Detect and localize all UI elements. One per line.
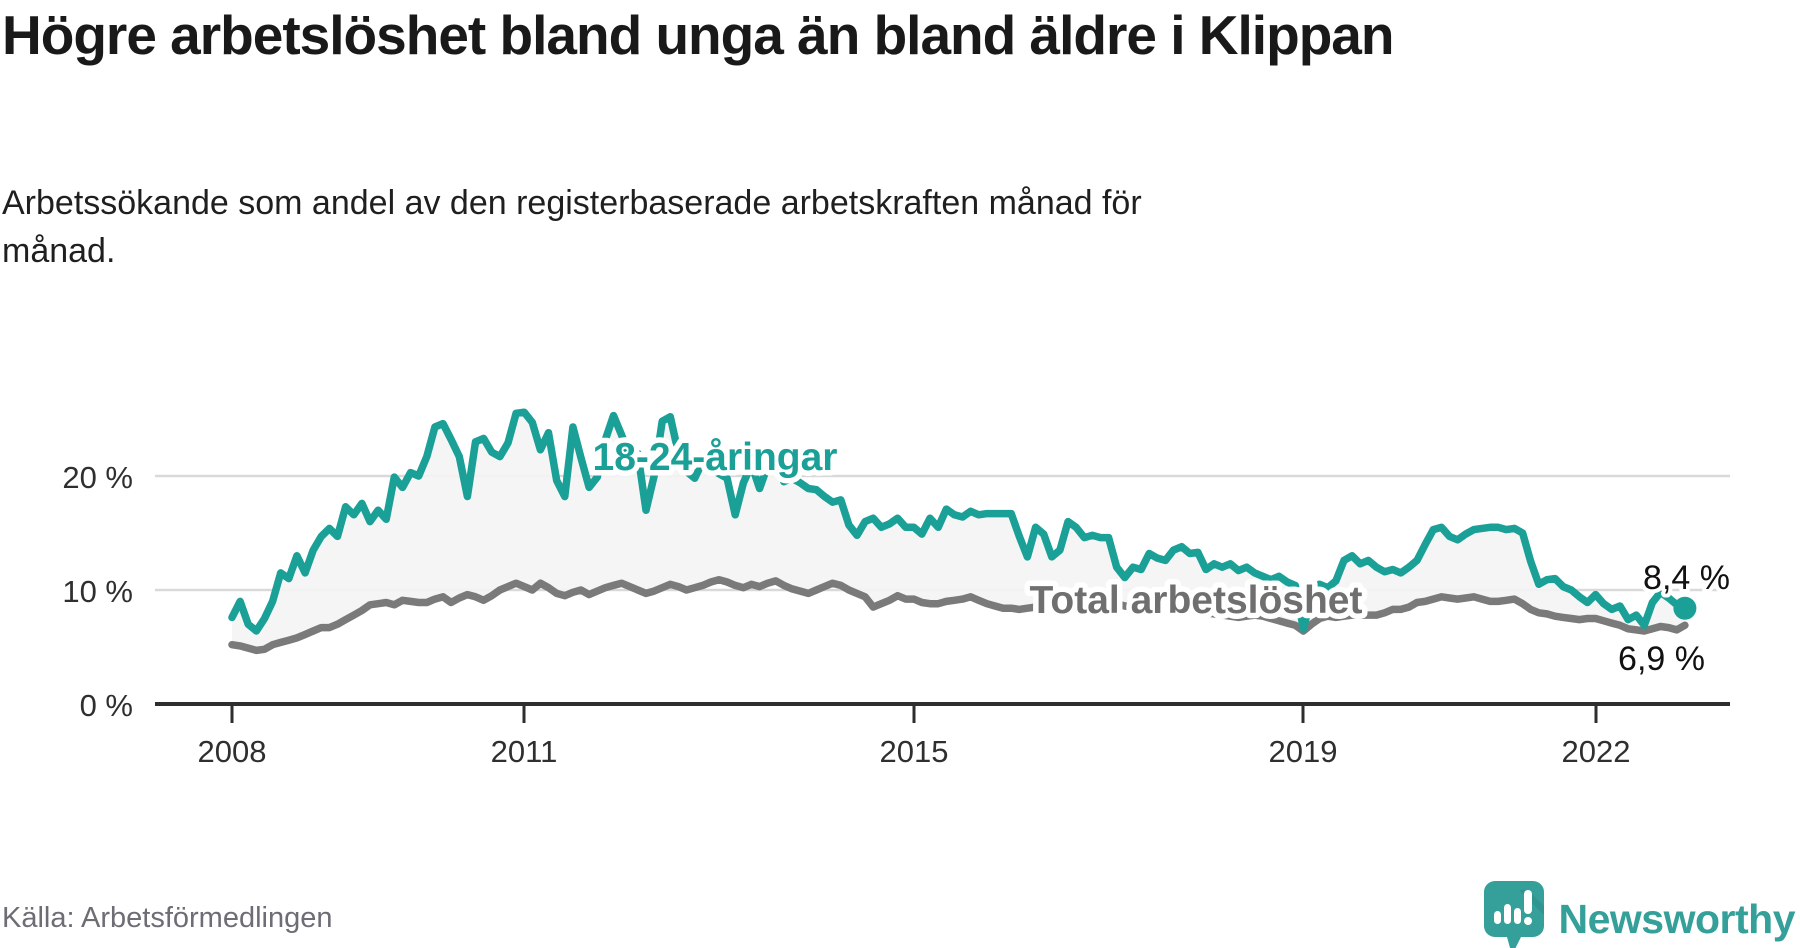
x-tick-label-2019: 2019 xyxy=(1269,734,1338,769)
y-tick-label-10: 10 % xyxy=(62,574,133,609)
youth-end-dot xyxy=(1673,596,1697,620)
x-tick-label-2015: 2015 xyxy=(880,734,949,769)
logo-bar-1 xyxy=(1493,911,1501,924)
total-line xyxy=(228,575,1689,655)
y-tick-label-20: 20 % xyxy=(62,460,133,495)
x-tick-label-2022: 2022 xyxy=(1562,734,1631,769)
brand-name: Newsworthy xyxy=(1558,895,1796,942)
youth-end-value: 8,4 % xyxy=(1643,559,1730,597)
youth-line xyxy=(228,408,1689,635)
total-series-label: Total arbetslöshet xyxy=(1029,579,1362,622)
y-tick-label-0: 0 % xyxy=(80,688,133,723)
page-subtitle: Arbetssökande som andel av den registerb… xyxy=(2,184,1142,270)
page-title: Högre arbetslöshet bland unga än bland ä… xyxy=(2,4,1394,66)
total-end-value: 6,9 % xyxy=(1618,640,1705,678)
logo-bar-3 xyxy=(1513,908,1521,924)
youth-series-label: 18-24-åringar xyxy=(593,436,838,479)
x-tick-label-2008: 2008 xyxy=(198,734,267,769)
logo-exclamation-dot xyxy=(1523,917,1532,925)
newsworthy-logo: Newsworthy xyxy=(1483,880,1796,948)
source-note: Källa: Arbetsförmedlingen xyxy=(2,902,333,934)
newsworthy-logo-icon xyxy=(1483,881,1544,948)
logo-exclamation-bar xyxy=(1523,890,1532,914)
logo-bar-2 xyxy=(1503,904,1511,924)
x-tick-label-2011: 2011 xyxy=(491,734,558,769)
